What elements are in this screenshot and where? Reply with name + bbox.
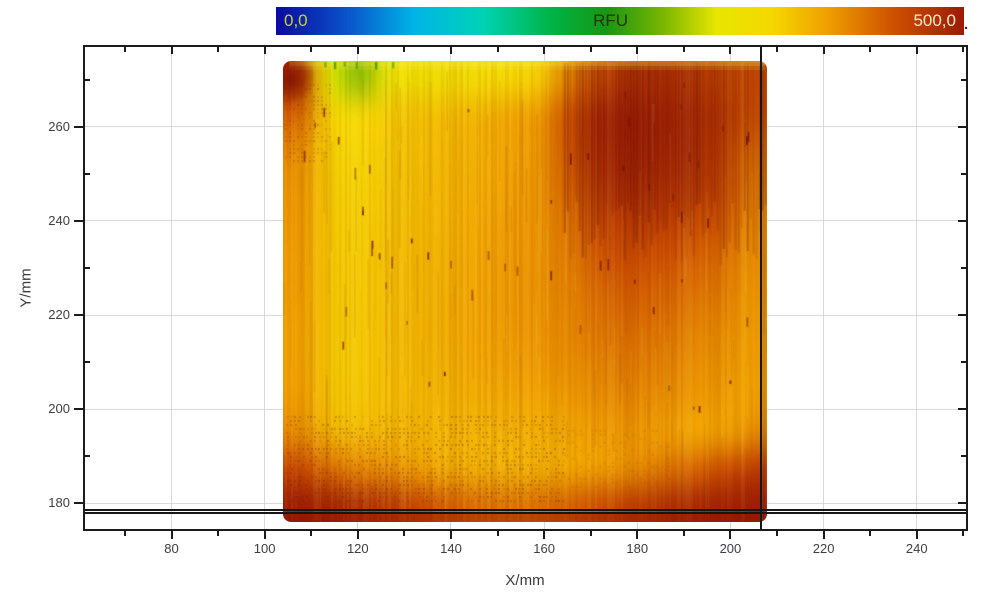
y-axis-minor-tick-inner — [85, 361, 90, 363]
y-axis-tick — [74, 126, 83, 128]
plot-area[interactable] — [83, 45, 968, 531]
right-axis-minor-tick — [961, 361, 966, 363]
colorbar-trailing-dot: . — [964, 16, 968, 33]
top-axis-tick — [916, 47, 918, 54]
right-axis-minor-tick — [961, 173, 966, 175]
x-axis-minor-tick — [776, 531, 778, 536]
x-axis-tick — [823, 531, 825, 539]
x-gridline — [171, 47, 172, 529]
top-axis-tick — [357, 47, 359, 54]
top-axis-minor-tick — [124, 47, 126, 52]
y-axis-minor-tick-inner — [85, 455, 90, 457]
top-axis-minor-tick — [403, 47, 405, 52]
x-axis-minor-tick — [217, 531, 219, 536]
y-axis-tick-label: 220 — [32, 307, 70, 323]
right-axis-minor-tick — [961, 79, 966, 81]
y-axis-tick — [74, 314, 83, 316]
colorbar-min-label: 0,0 — [284, 7, 308, 35]
top-axis-minor-tick — [497, 47, 499, 52]
x-axis-tick-label: 220 — [802, 541, 846, 556]
top-axis-tick — [543, 47, 545, 54]
top-axis-minor-tick — [869, 47, 871, 52]
top-axis-minor-tick — [776, 47, 778, 52]
x-axis-minor-tick — [683, 531, 685, 536]
colorbar: 0,0 RFU 500,0 — [276, 7, 964, 35]
top-axis-tick — [823, 47, 825, 54]
x-axis-tick-label: 240 — [895, 541, 939, 556]
right-axis-tick — [958, 314, 966, 316]
y-axis-tick — [74, 408, 83, 410]
cursor-horizontal-line — [85, 512, 966, 514]
x-axis-tick-label: 200 — [708, 541, 752, 556]
x-axis-tick-label: 120 — [336, 541, 380, 556]
y-axis-tick-label: 240 — [32, 213, 70, 229]
x-axis-minor-tick — [124, 531, 126, 536]
right-axis-tick — [958, 126, 966, 128]
x-axis-minor-tick — [310, 531, 312, 536]
x-axis-tick — [916, 531, 918, 539]
right-axis-tick — [958, 408, 966, 410]
top-axis-tick — [636, 47, 638, 54]
x-axis-minor-tick — [497, 531, 499, 536]
top-axis-tick — [171, 47, 173, 54]
x-axis-tick-label: 80 — [150, 541, 194, 556]
x-gridline — [264, 47, 265, 529]
x-axis-tick-label: 160 — [522, 541, 566, 556]
x-axis-tick — [450, 531, 452, 539]
top-axis-tick — [729, 47, 731, 54]
top-axis-minor-tick — [217, 47, 219, 52]
x-gridline — [916, 47, 917, 529]
cursor-vertical-line — [760, 47, 762, 529]
top-axis-tick — [450, 47, 452, 54]
y-axis-minor-tick-inner — [85, 79, 90, 81]
top-axis-minor-tick — [590, 47, 592, 52]
x-axis-tick-label: 180 — [615, 541, 659, 556]
x-axis-minor-tick — [590, 531, 592, 536]
cursor-horizontal-line — [85, 509, 966, 511]
x-axis-tick-label: 140 — [429, 541, 473, 556]
colorbar-max-label: 500,0 — [913, 7, 956, 35]
top-axis-minor-tick — [962, 47, 964, 52]
x-axis-tick — [543, 531, 545, 539]
y-axis-tick-label: 260 — [32, 119, 70, 135]
y-axis-minor-tick-inner — [85, 267, 90, 269]
x-axis-tick — [729, 531, 731, 539]
x-axis-tick — [264, 531, 266, 539]
right-axis-tick — [958, 220, 966, 222]
y-axis-minor-tick-inner — [85, 173, 90, 175]
x-axis-tick — [357, 531, 359, 539]
x-axis-tick-label: 100 — [243, 541, 287, 556]
x-axis-minor-tick — [403, 531, 405, 536]
x-axis-minor-tick — [869, 531, 871, 536]
x-axis-tick — [636, 531, 638, 539]
colorbar-title: RFU — [593, 7, 628, 35]
heatmap-canvas[interactable] — [283, 61, 767, 522]
x-axis-tick — [171, 531, 173, 539]
x-axis-label: X/mm — [425, 572, 625, 589]
top-axis-minor-tick — [310, 47, 312, 52]
y-axis-tick — [74, 502, 83, 504]
top-axis-minor-tick — [683, 47, 685, 52]
top-axis-tick — [264, 47, 266, 54]
y-axis-tick-label: 200 — [32, 401, 70, 417]
y-axis-tick-label: 180 — [32, 495, 70, 511]
y-axis-tick — [74, 220, 83, 222]
right-axis-minor-tick — [961, 455, 966, 457]
x-axis-minor-tick — [962, 531, 964, 536]
y-axis-label: Y/mm — [18, 268, 35, 307]
x-gridline — [823, 47, 824, 529]
right-axis-minor-tick — [961, 267, 966, 269]
right-axis-tick — [958, 502, 966, 504]
heatmap-figure: 0,0 RFU 500,0 . 80 100 120 140 160 180 200 220 2… — [0, 0, 1000, 604]
